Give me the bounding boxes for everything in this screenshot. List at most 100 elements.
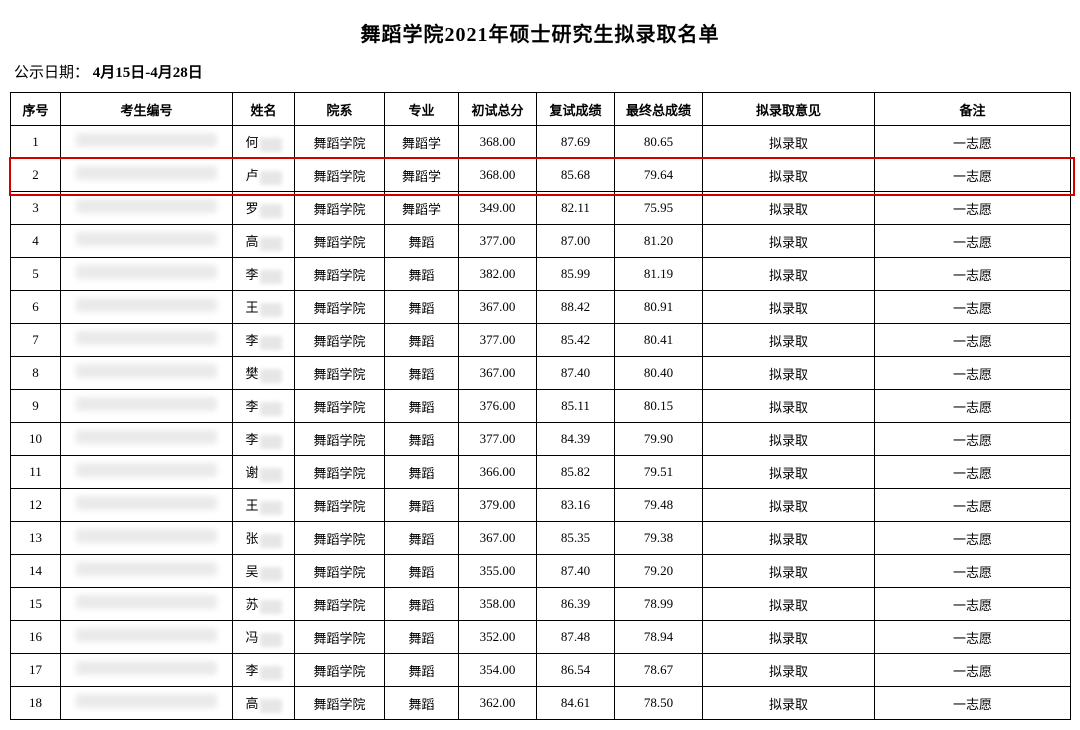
cell-id bbox=[61, 621, 233, 654]
cell-opinion: 拟录取 bbox=[703, 291, 875, 324]
cell-score-final: 78.94 bbox=[615, 621, 703, 654]
name-first-char: 高 bbox=[245, 234, 258, 249]
cell-id bbox=[61, 522, 233, 555]
cell-seq: 5 bbox=[11, 258, 61, 291]
cell-score-final: 80.15 bbox=[615, 390, 703, 423]
cell-seq: 15 bbox=[11, 588, 61, 621]
cell-dept: 舞蹈学院 bbox=[295, 423, 385, 456]
redacted-name-rest bbox=[260, 138, 282, 152]
cell-score-final: 80.91 bbox=[615, 291, 703, 324]
cell-name: 李 bbox=[233, 258, 295, 291]
table-row: 5李舞蹈学院舞蹈382.0085.9981.19拟录取一志愿 bbox=[11, 258, 1071, 291]
cell-note: 一志愿 bbox=[875, 687, 1071, 720]
redacted-id bbox=[76, 595, 218, 609]
cell-note: 一志愿 bbox=[875, 588, 1071, 621]
redacted-id bbox=[76, 166, 218, 180]
cell-score-initial: 377.00 bbox=[459, 225, 537, 258]
date-label: 公示日期： bbox=[14, 65, 89, 81]
cell-major: 舞蹈 bbox=[385, 687, 459, 720]
cell-score-retest: 84.39 bbox=[537, 423, 615, 456]
cell-score-initial: 349.00 bbox=[459, 192, 537, 225]
cell-score-retest: 87.40 bbox=[537, 555, 615, 588]
cell-id bbox=[61, 225, 233, 258]
table-row: 8樊舞蹈学院舞蹈367.0087.4080.40拟录取一志愿 bbox=[11, 357, 1071, 390]
name-first-char: 李 bbox=[245, 333, 258, 348]
cell-score-initial: 352.00 bbox=[459, 621, 537, 654]
redacted-id bbox=[76, 298, 218, 312]
cell-major: 舞蹈学 bbox=[385, 126, 459, 159]
cell-id bbox=[61, 654, 233, 687]
redacted-id bbox=[76, 133, 218, 147]
cell-score-retest: 87.40 bbox=[537, 357, 615, 390]
redacted-id bbox=[76, 331, 218, 345]
col-header: 专业 bbox=[385, 93, 459, 126]
table-header-row: 序号考生编号姓名院系专业初试总分复试成绩最终总成绩拟录取意见备注 bbox=[11, 93, 1071, 126]
cell-opinion: 拟录取 bbox=[703, 588, 875, 621]
page-title: 舞蹈学院2021年硕士研究生拟录取名单 bbox=[10, 18, 1070, 47]
cell-note: 一志愿 bbox=[875, 390, 1071, 423]
cell-score-final: 78.99 bbox=[615, 588, 703, 621]
redacted-name-rest bbox=[260, 534, 282, 548]
cell-name: 高 bbox=[233, 687, 295, 720]
redacted-name-rest bbox=[260, 237, 282, 251]
redacted-id bbox=[76, 430, 218, 444]
cell-dept: 舞蹈学院 bbox=[295, 687, 385, 720]
cell-id bbox=[61, 126, 233, 159]
cell-score-retest: 87.48 bbox=[537, 621, 615, 654]
cell-note: 一志愿 bbox=[875, 258, 1071, 291]
cell-dept: 舞蹈学院 bbox=[295, 225, 385, 258]
cell-score-initial: 358.00 bbox=[459, 588, 537, 621]
cell-score-retest: 87.69 bbox=[537, 126, 615, 159]
redacted-name-rest bbox=[260, 435, 282, 449]
cell-dept: 舞蹈学院 bbox=[295, 324, 385, 357]
col-header: 序号 bbox=[11, 93, 61, 126]
admission-table: 序号考生编号姓名院系专业初试总分复试成绩最终总成绩拟录取意见备注 1何舞蹈学院舞… bbox=[10, 92, 1071, 720]
cell-score-retest: 85.11 bbox=[537, 390, 615, 423]
col-header: 院系 bbox=[295, 93, 385, 126]
cell-dept: 舞蹈学院 bbox=[295, 588, 385, 621]
cell-major: 舞蹈 bbox=[385, 621, 459, 654]
cell-score-initial: 354.00 bbox=[459, 654, 537, 687]
cell-major: 舞蹈 bbox=[385, 225, 459, 258]
cell-dept: 舞蹈学院 bbox=[295, 555, 385, 588]
col-header: 复试成绩 bbox=[537, 93, 615, 126]
cell-opinion: 拟录取 bbox=[703, 126, 875, 159]
cell-seq: 4 bbox=[11, 225, 61, 258]
cell-dept: 舞蹈学院 bbox=[295, 291, 385, 324]
redacted-name-rest bbox=[260, 270, 282, 284]
cell-note: 一志愿 bbox=[875, 324, 1071, 357]
redacted-id bbox=[76, 661, 218, 675]
cell-note: 一志愿 bbox=[875, 225, 1071, 258]
cell-score-final: 79.48 bbox=[615, 489, 703, 522]
redacted-id bbox=[76, 562, 218, 576]
cell-id bbox=[61, 555, 233, 588]
cell-score-final: 80.41 bbox=[615, 324, 703, 357]
cell-score-final: 79.51 bbox=[615, 456, 703, 489]
cell-opinion: 拟录取 bbox=[703, 159, 875, 192]
col-header: 拟录取意见 bbox=[703, 93, 875, 126]
redacted-name-rest bbox=[260, 204, 282, 218]
cell-note: 一志愿 bbox=[875, 126, 1071, 159]
cell-dept: 舞蹈学院 bbox=[295, 126, 385, 159]
cell-dept: 舞蹈学院 bbox=[295, 522, 385, 555]
cell-opinion: 拟录取 bbox=[703, 423, 875, 456]
date-range: 4月15日-4月28日 bbox=[93, 65, 203, 81]
redacted-name-rest bbox=[260, 402, 282, 416]
cell-note: 一志愿 bbox=[875, 423, 1071, 456]
cell-id bbox=[61, 291, 233, 324]
table-row: 9李舞蹈学院舞蹈376.0085.1180.15拟录取一志愿 bbox=[11, 390, 1071, 423]
cell-major: 舞蹈 bbox=[385, 489, 459, 522]
redacted-name-rest bbox=[260, 171, 282, 185]
cell-major: 舞蹈学 bbox=[385, 192, 459, 225]
cell-score-initial: 379.00 bbox=[459, 489, 537, 522]
cell-score-retest: 86.54 bbox=[537, 654, 615, 687]
cell-opinion: 拟录取 bbox=[703, 456, 875, 489]
name-first-char: 李 bbox=[245, 663, 258, 678]
redacted-id bbox=[76, 232, 218, 246]
cell-id bbox=[61, 390, 233, 423]
cell-note: 一志愿 bbox=[875, 192, 1071, 225]
cell-score-final: 78.50 bbox=[615, 687, 703, 720]
cell-seq: 7 bbox=[11, 324, 61, 357]
redacted-name-rest bbox=[260, 666, 282, 680]
cell-score-initial: 377.00 bbox=[459, 423, 537, 456]
